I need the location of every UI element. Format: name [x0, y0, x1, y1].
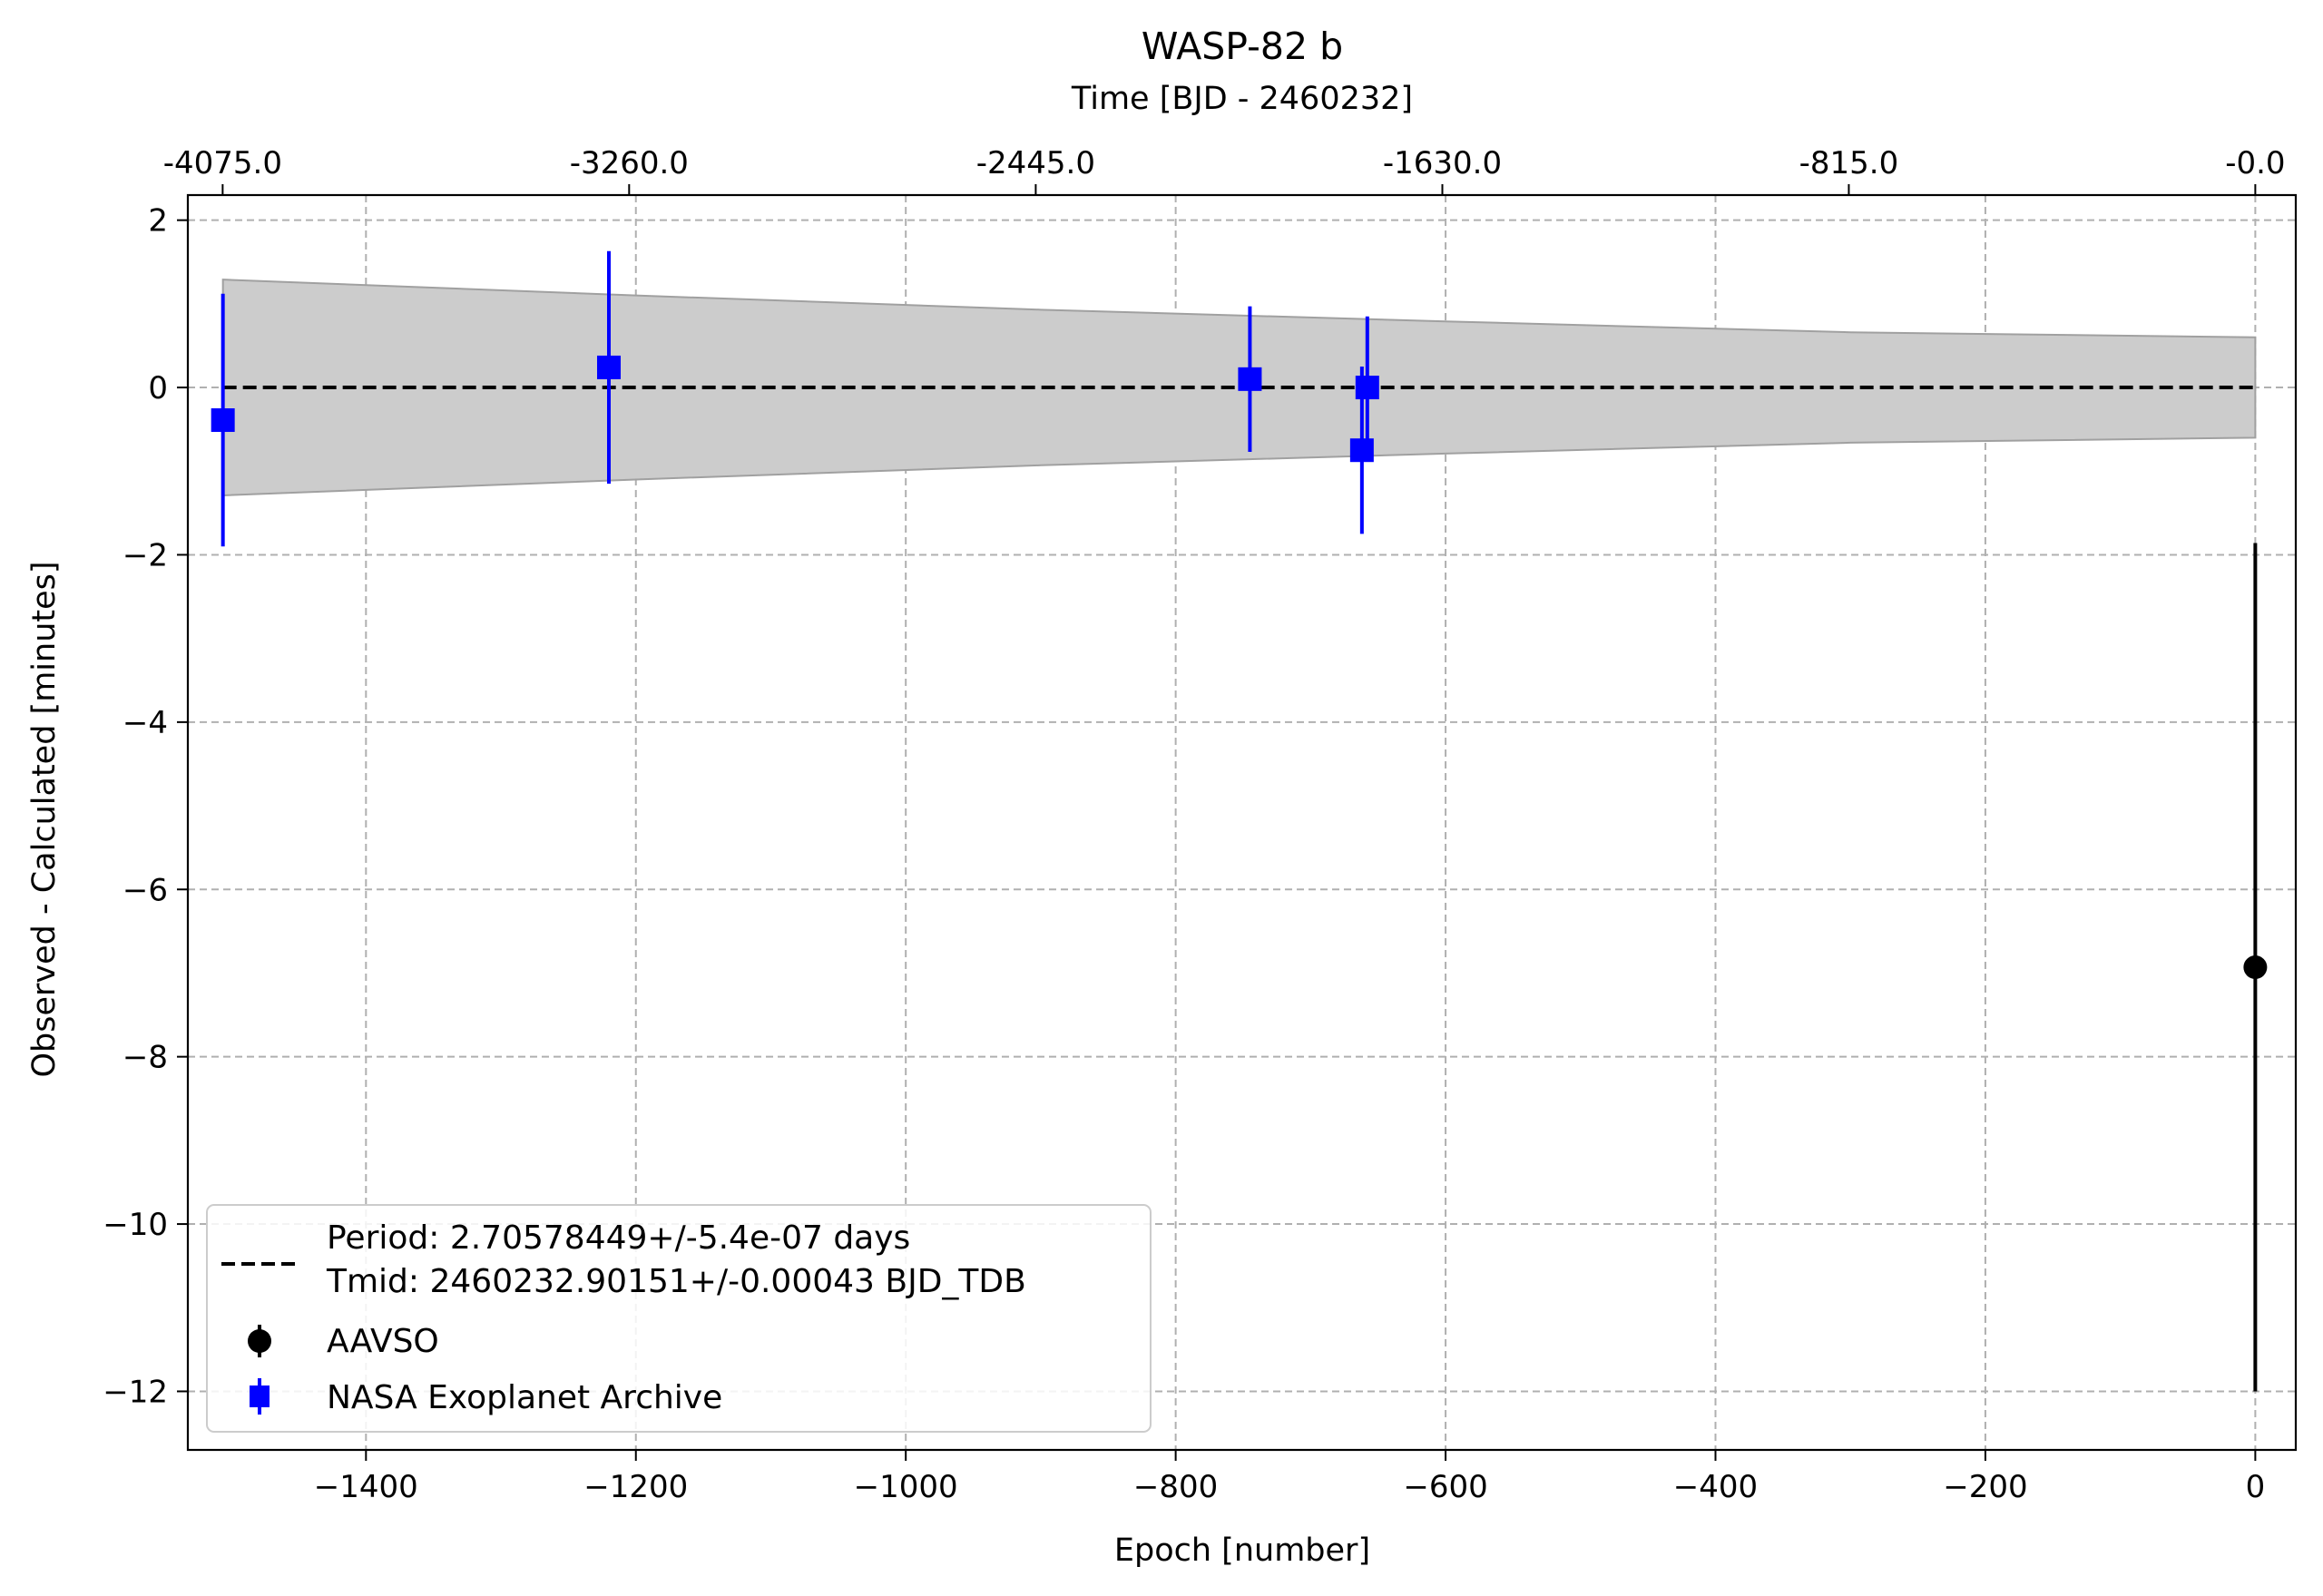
y-tick-label: −12: [103, 1374, 168, 1410]
top-tick-label: -0.0: [2225, 145, 2285, 181]
x-tick-label: −1200: [583, 1469, 688, 1505]
y-tick-label: 2: [148, 203, 168, 240]
legend-box: [206, 1204, 1152, 1433]
legend: Period: 2.70578449+/-5.4e-07 days Tmid: …: [206, 1204, 1152, 1433]
legend-model-label-line2: Tmid: 2460232.90151+/-0.00043 BJD_TDB: [326, 1263, 1026, 1300]
y-tick-label: 0: [148, 370, 168, 406]
legend-nasa-swatch: [250, 1378, 270, 1415]
x-tick-label: −800: [1133, 1469, 1218, 1505]
x-tick-label: −200: [1943, 1469, 2027, 1505]
y-axis-label: Observed - Calculated [minutes]: [26, 561, 63, 1077]
chart-title: WASP-82 b: [1142, 24, 1343, 68]
y-tick-label: −2: [123, 537, 168, 573]
plot-frame: [186, 193, 2298, 1452]
aavso-point: [2243, 955, 2268, 980]
top-x-axis-label: Time [BJD - 2460232]: [1071, 81, 1413, 117]
nasa-exoplanet-archive-point: [1355, 376, 1379, 400]
top-tick-label: -4075.0: [163, 145, 282, 181]
axis-ticks: −1400 −1200 −1000 −800 −600 −400 −200 0 2 0 −2 −4 −6…: [103, 145, 2285, 1505]
x-axis-label: Epoch [number]: [1114, 1532, 1370, 1569]
top-tick-label: -815.0: [1799, 145, 1899, 181]
nasa-exoplanet-archive-point: [1349, 438, 1374, 463]
y-tick-label: −10: [103, 1207, 168, 1243]
top-tick-label: -2445.0: [976, 145, 1095, 181]
legend-model-label-line1: Period: 2.70578449+/-5.4e-07 days: [327, 1219, 910, 1257]
x-tick-label: −1000: [854, 1469, 958, 1505]
top-tick-label: -1630.0: [1383, 145, 1502, 181]
legend-aavso-label: AAVSO: [327, 1323, 439, 1360]
x-tick-label: −400: [1673, 1469, 1758, 1505]
legend-aavso-swatch: [248, 1325, 271, 1357]
nasa-exoplanet-archive-point: [1238, 367, 1262, 391]
data-points-layer: [211, 250, 2268, 1392]
legend-nasa-label: NASA Exoplanet Archive: [327, 1379, 722, 1416]
x-tick-label: 0: [2246, 1469, 2266, 1505]
y-tick-label: −6: [123, 872, 168, 908]
top-tick-label: -3260.0: [570, 145, 689, 181]
nasa-exoplanet-archive-point: [597, 355, 622, 379]
y-tick-label: −8: [123, 1040, 168, 1076]
y-tick-label: −4: [123, 705, 168, 741]
nasa-exoplanet-archive-point: [211, 408, 235, 433]
x-tick-label: −1400: [314, 1469, 418, 1505]
x-tick-label: −600: [1403, 1469, 1487, 1505]
